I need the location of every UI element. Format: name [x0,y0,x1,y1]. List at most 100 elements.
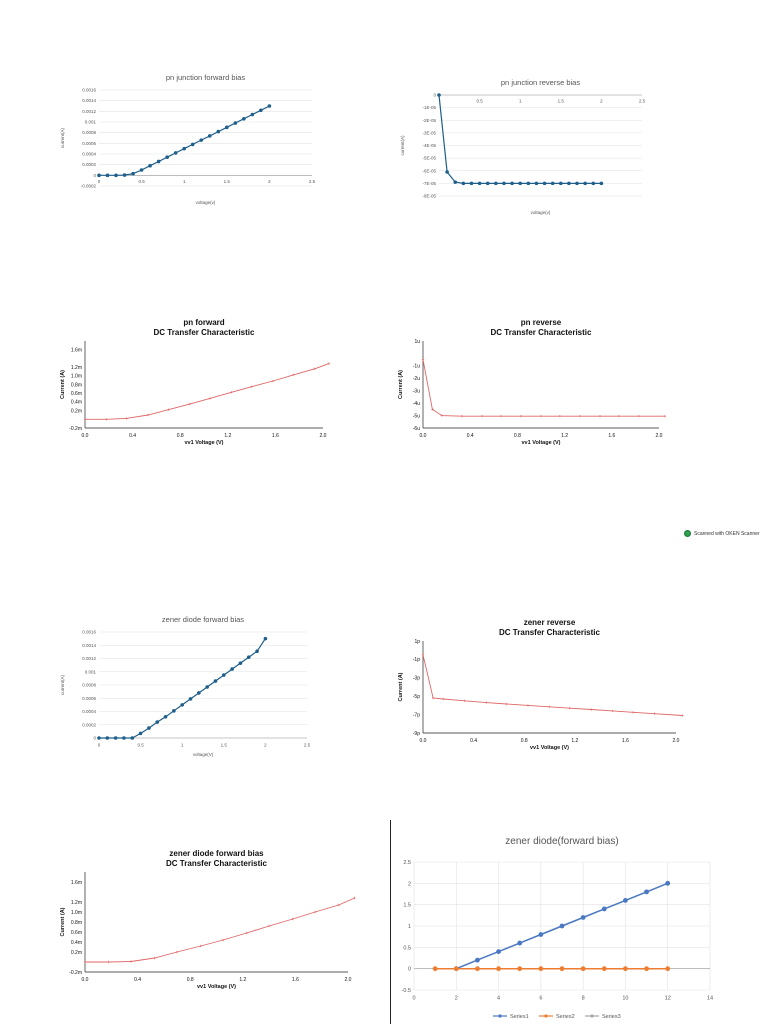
x-tick-label: 2 [455,996,458,1002]
x-tick-label: 0.4 [129,433,136,439]
y-tick-label: 0.0012 [82,109,96,114]
data-point [502,181,506,186]
x-tick-label: 1.2 [571,738,578,744]
data-point [453,966,459,972]
data-point [461,181,466,186]
x-tick-label: 2 [264,743,267,748]
x-axis-label: vv1 Voltage (V) [521,440,560,446]
x-tick-label: 1 [183,179,186,184]
x-tick-label: 1.5 [221,743,228,748]
data-point [173,151,178,155]
data-point [421,653,425,656]
data-point [155,720,160,724]
y-tick-label: -3p [413,676,420,682]
x-tick-label: 1.6 [292,977,299,983]
data-point [548,705,551,708]
data-point [431,408,434,411]
data-point [148,163,152,168]
data-point [190,142,195,147]
legend-marker [498,1014,502,1018]
data-point [421,358,425,361]
data-point [113,736,118,740]
chart-title: pn junction forward bias [166,73,245,82]
data-point [83,418,87,421]
data-point [623,898,628,903]
y-tick-label: 0.0006 [82,696,96,701]
data-point [631,711,635,714]
x-tick-label: 1.6 [608,433,615,439]
x-tick-label: 1.2 [239,977,246,983]
data-point [559,966,565,972]
chart-title: DC Transfer Characteristic [499,628,600,637]
y-tick-label: -0.5 [402,988,411,994]
data-point [175,950,179,954]
chart-svg: zener diode forward bias 0 0.0002 0.0004 0.0… [60,615,311,757]
y-tick-label: 1.2m [71,365,82,371]
data-point [653,712,656,715]
scanner-logo-icon [684,530,691,537]
data-point [485,181,490,186]
data-point [250,385,253,388]
y-tick-label: 1.0m [71,374,82,380]
data-point [583,181,587,186]
data-point [125,417,128,420]
y-tick-label: 0 [408,967,411,973]
x-tick-label: 0.5 [137,743,144,748]
y-tick-label: -7E-05 [422,181,436,186]
y-tick-label: 0.001 [85,669,97,674]
chart-zener-forward-dc: zener diode forward bias DC Transfer Char… [55,846,360,994]
data-point [213,679,218,683]
data-point [558,414,562,418]
data-point [437,93,441,97]
data-point [496,949,501,954]
data-point [432,966,438,972]
chart-title: DC Transfer Characteristic [166,859,267,868]
data-point [480,414,484,418]
series-line [422,359,665,417]
chart-pn-reverse-dc: pn reverse DC Transfer Characteristic 1u -1… [393,315,671,450]
data-point [623,966,628,972]
data-point [353,896,356,900]
chart-title: pn reverse [521,318,562,327]
data-point [146,413,150,417]
data-point [460,414,464,418]
data-point [216,129,221,134]
data-point [538,966,544,972]
data-point [230,667,234,671]
data-point [519,414,523,418]
data-point [97,173,101,178]
data-point [131,171,135,176]
x-tick-label: 8 [582,996,585,1002]
y-tick-label: 0.0012 [82,656,96,661]
y-tick-label: -2E-05 [422,118,436,123]
y-tick-label: -7p [413,712,420,718]
y-axis-label: Current (A) [398,672,404,701]
data-point [601,966,607,972]
data-point [499,414,503,418]
data-point [165,155,169,159]
x-tick-label: 2 [268,179,271,184]
y-tick-label: -1p [413,657,420,663]
series-line [438,94,602,185]
x-tick-label: 1 [519,99,522,104]
y-axis-label: Current (A) [398,370,404,399]
y-tick-label: -1E-05 [422,105,436,110]
y-tick-label: 2.5 [403,860,411,866]
data-point [199,944,202,948]
x-tick-label: 2 [600,99,603,104]
y-tick-label: -2u [413,376,420,382]
y-tick-label: 0.0016 [82,88,96,93]
data-point [199,138,204,142]
x-tick-label: 1.2 [224,433,231,439]
legend-marker [590,1014,594,1018]
x-tick-label: 2.0 [320,433,327,439]
data-point [337,903,340,907]
data-point [188,697,193,701]
data-point [485,701,488,704]
data-point [542,181,547,186]
data-point [496,966,501,972]
y-tick-label: -0.2m [69,426,82,432]
data-point [292,373,295,377]
chart-svg: pn junction forward bias-0.000200.00020.… [60,73,316,205]
